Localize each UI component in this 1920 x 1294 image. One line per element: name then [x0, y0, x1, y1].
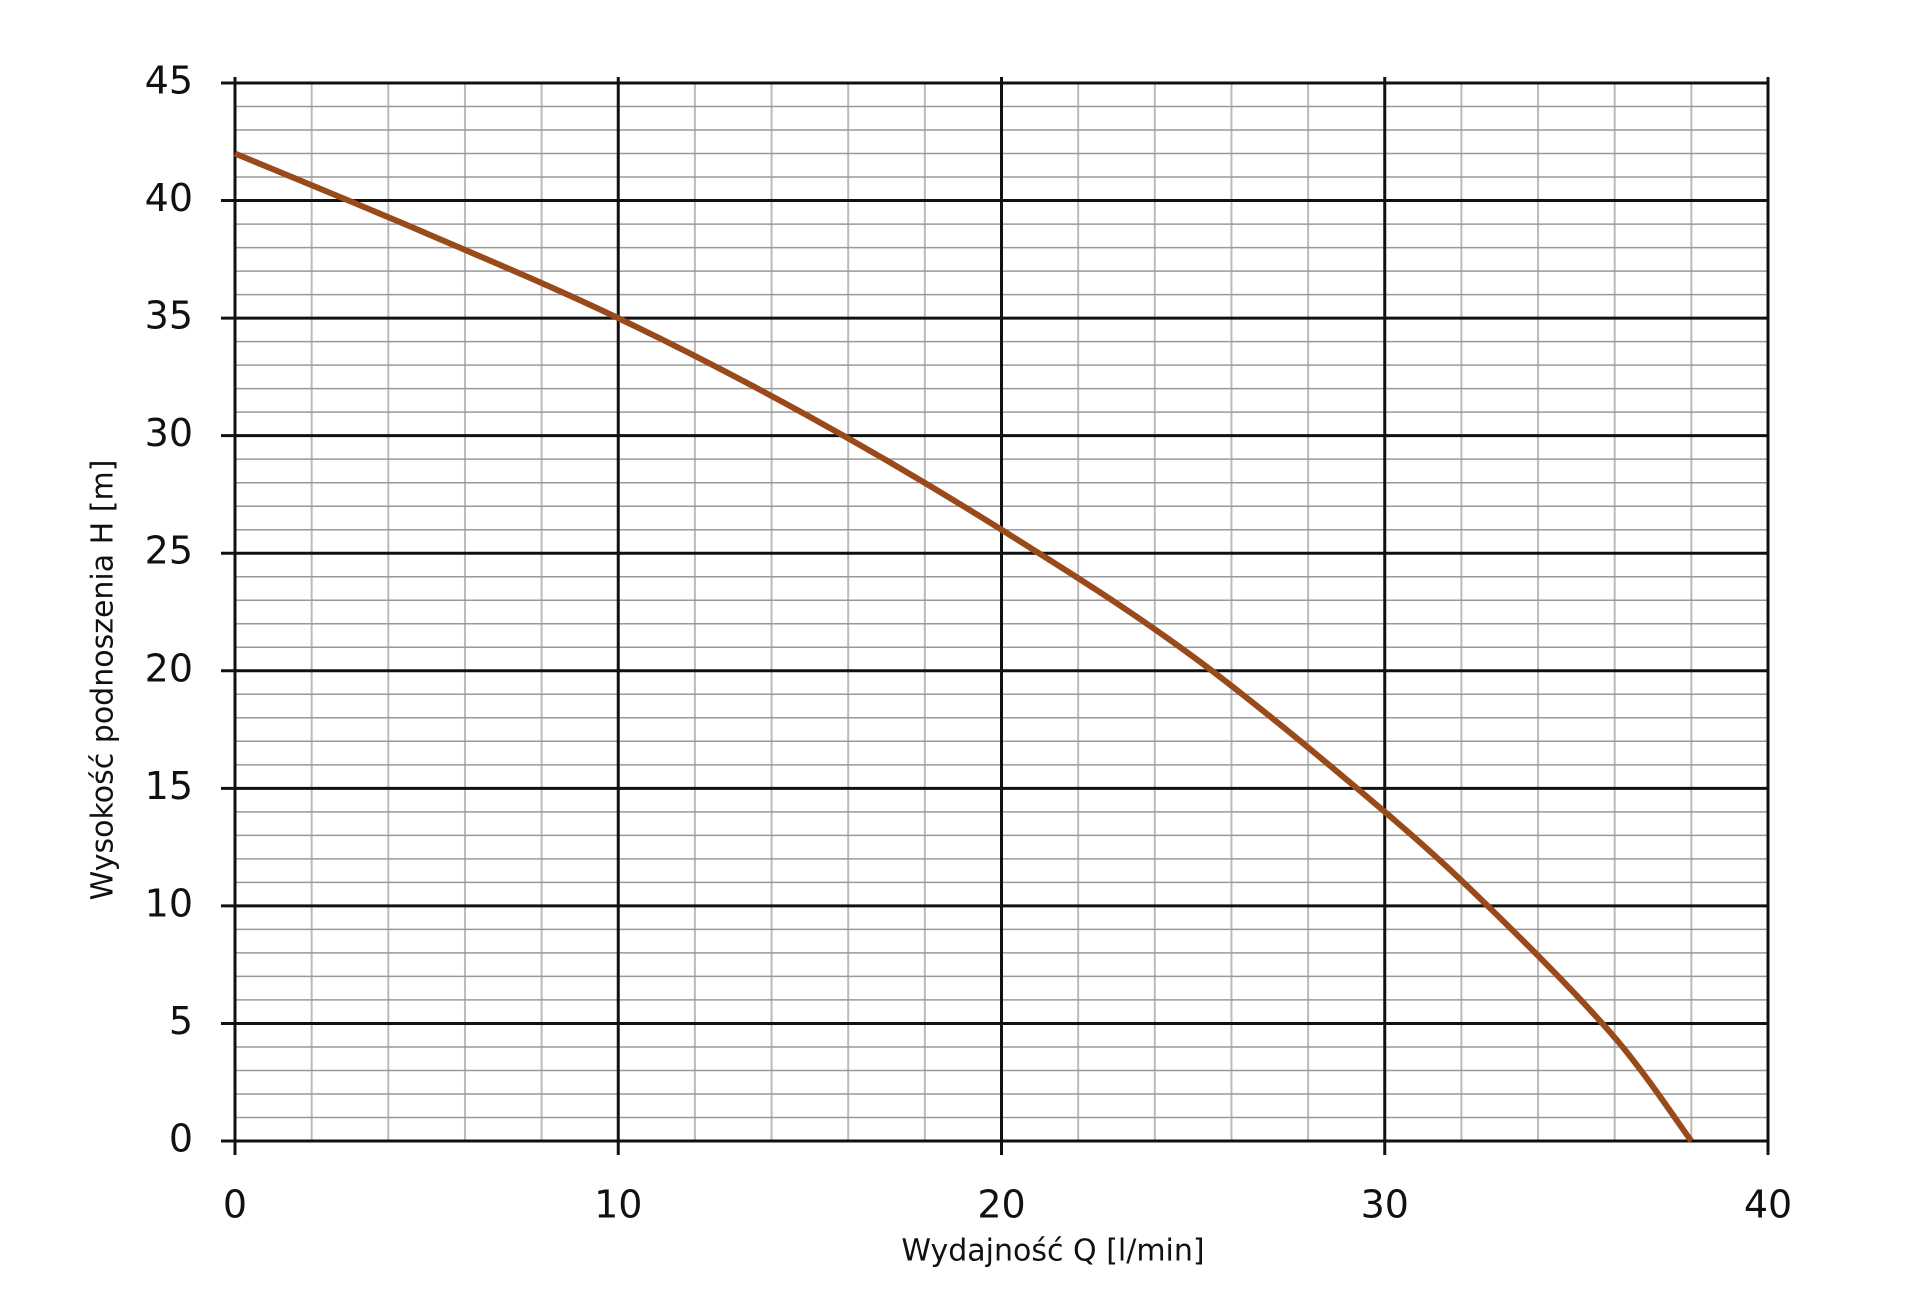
x-tick-label: 0	[223, 1183, 247, 1227]
y-axis-title: Wysokość podnoszenia H [m]	[86, 460, 121, 901]
y-tick-label: 30	[145, 411, 193, 455]
x-axis-title: Wydajność Q [l/min]	[901, 1234, 1204, 1269]
y-tick-label: 0	[169, 1117, 193, 1161]
y-tick-label: 45	[145, 59, 193, 103]
pump-curve	[233, 150, 1694, 1143]
y-tick-label: 5	[169, 999, 193, 1043]
y-tick-label: 15	[145, 764, 193, 808]
x-tick-label: 30	[1361, 1183, 1409, 1227]
y-tick-label: 10	[145, 881, 193, 925]
y-tick-label: 40	[145, 176, 193, 220]
y-tick-label: 25	[145, 529, 193, 573]
y-tick-label: 20	[145, 646, 193, 690]
x-tick-label: 10	[594, 1183, 642, 1227]
y-tick-label: 35	[145, 294, 193, 338]
x-tick-label: 40	[1744, 1183, 1792, 1227]
x-tick-label: 20	[977, 1183, 1025, 1227]
